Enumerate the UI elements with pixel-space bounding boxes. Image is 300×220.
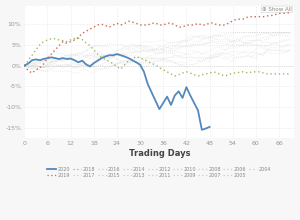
- X-axis label: Trading Days: Trading Days: [129, 149, 190, 158]
- Legend: 2020, 2019, 2018, 2017, 2016, 2015, 2014, 2013, 2012, 2011, 2010, 2009, 2008, 20: 2020, 2019, 2018, 2017, 2016, 2015, 2014…: [47, 167, 271, 178]
- Text: ⊕ Show All: ⊕ Show All: [262, 7, 292, 12]
